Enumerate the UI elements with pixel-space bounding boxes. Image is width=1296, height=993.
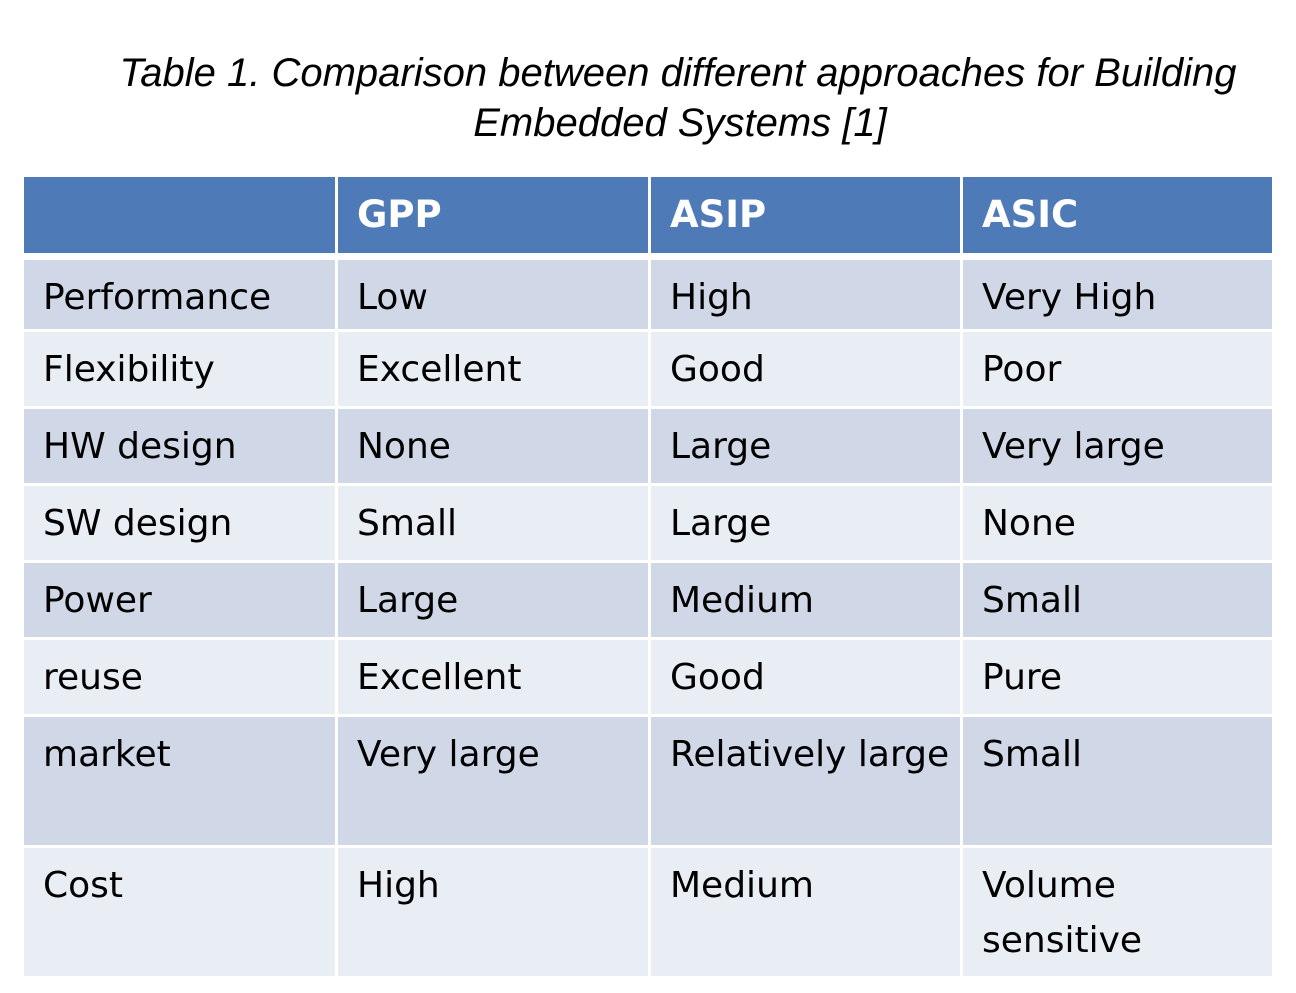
table-cell: Medium: [648, 560, 960, 637]
table-caption: Table 1. Comparison between different ap…: [0, 48, 1296, 148]
row-label: Flexibility: [24, 329, 335, 406]
row-label: market: [24, 714, 335, 845]
table-cell: Excellent: [335, 329, 648, 406]
row-label: SW design: [24, 483, 335, 560]
row-label: reuse: [24, 637, 335, 714]
header-cell-asic: ASIC: [960, 177, 1272, 253]
table-cell: High: [335, 845, 648, 976]
table-cell: Small: [960, 560, 1272, 637]
table-row: Performance Low High Very High: [24, 253, 1272, 329]
table-header-row: GPP ASIP ASIC: [24, 177, 1272, 253]
table-cell: Very High: [960, 253, 1272, 329]
table-cell: Excellent: [335, 637, 648, 714]
table-row: Flexibility Excellent Good Poor: [24, 329, 1272, 406]
table-row: reuse Excellent Good Pure: [24, 637, 1272, 714]
table-cell: Poor: [960, 329, 1272, 406]
table-row: HW design None Large Very large: [24, 406, 1272, 483]
table-cell: Medium: [648, 845, 960, 976]
table-cell: Large: [335, 560, 648, 637]
row-label: Performance: [24, 253, 335, 329]
caption-line-1: Table 1. Comparison between different ap…: [119, 51, 1237, 95]
table-cell: Large: [648, 483, 960, 560]
header-cell-empty: [24, 177, 335, 253]
table-cell: None: [335, 406, 648, 483]
table-row: Power Large Medium Small: [24, 560, 1272, 637]
table-row: Cost High Medium Volume sensitive: [24, 845, 1272, 976]
header-cell-asip: ASIP: [648, 177, 960, 253]
header-cell-gpp: GPP: [335, 177, 648, 253]
table-cell: Small: [335, 483, 648, 560]
table-cell: Very large: [335, 714, 648, 845]
table-cell: High: [648, 253, 960, 329]
table-cell: None: [960, 483, 1272, 560]
table-cell: Relatively large: [648, 714, 960, 845]
table-cell: Good: [648, 329, 960, 406]
comparison-table: GPP ASIP ASIC Performance Low High Very …: [24, 177, 1272, 976]
row-label: HW design: [24, 406, 335, 483]
table-cell: Pure: [960, 637, 1272, 714]
row-label: Power: [24, 560, 335, 637]
table-cell: Good: [648, 637, 960, 714]
table-row: SW design Small Large None: [24, 483, 1272, 560]
caption-line-2: Embedded Systems [1]: [473, 101, 887, 145]
table-cell: Low: [335, 253, 648, 329]
row-label: Cost: [24, 845, 335, 976]
table-row: market Very large Relatively large Small: [24, 714, 1272, 845]
table-cell: Large: [648, 406, 960, 483]
table-cell: Small: [960, 714, 1272, 845]
table-cell: Volume sensitive: [960, 845, 1272, 976]
table-cell: Very large: [960, 406, 1272, 483]
